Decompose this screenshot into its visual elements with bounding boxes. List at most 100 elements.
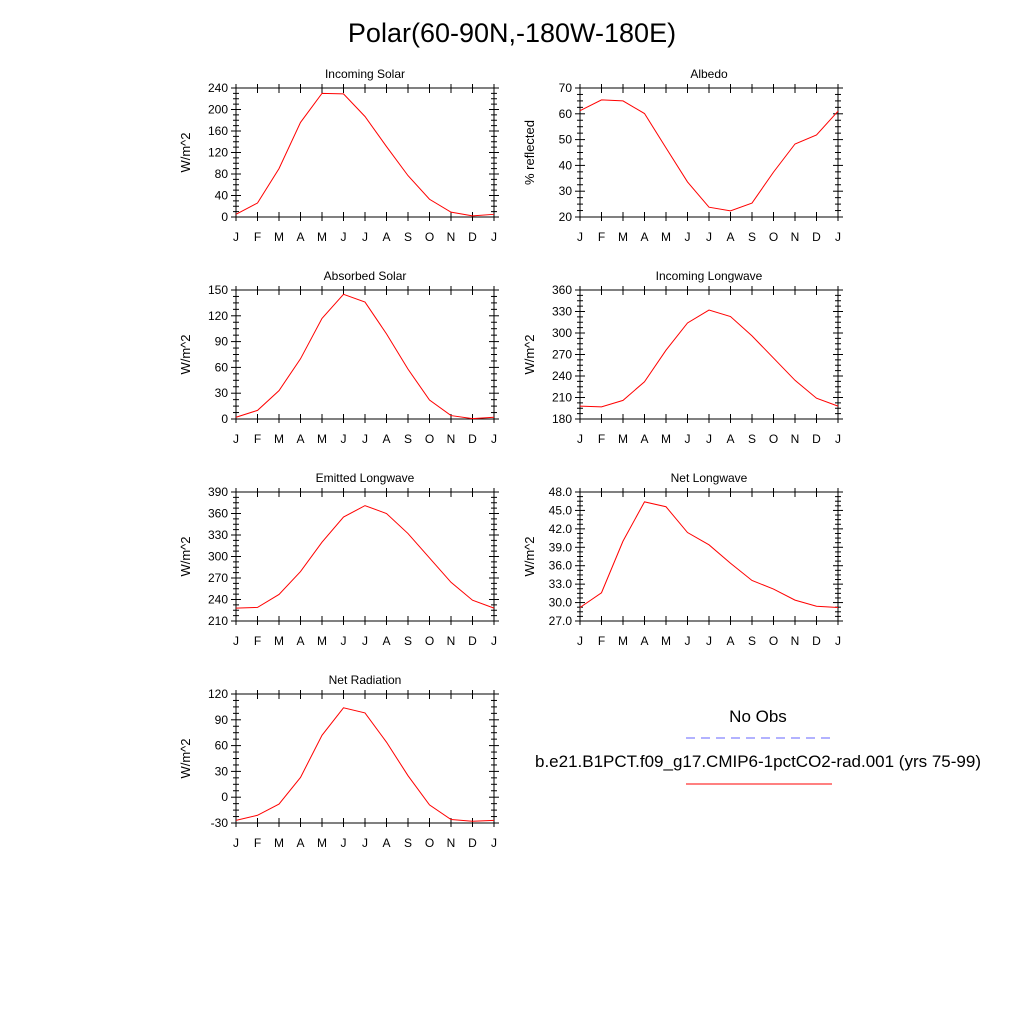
- panel-title: Albedo: [690, 67, 728, 81]
- y-tick-label: 30: [559, 184, 573, 198]
- y-tick-label: 180: [552, 412, 572, 426]
- panel-title: Incoming Longwave: [656, 269, 763, 283]
- series-line: [235, 707, 495, 822]
- x-tick-label: M: [317, 634, 327, 648]
- x-tick-label: J: [362, 634, 368, 648]
- x-tick-label: O: [769, 634, 778, 648]
- x-tick-label: D: [468, 836, 477, 850]
- legend: No Obs b.e21.B1PCT.f09_g17.CMIP6-1pctCO2…: [535, 707, 981, 785]
- y-tick-label: 42.0: [549, 522, 573, 536]
- y-tick-label: 90: [215, 713, 229, 727]
- y-axis-label: W/m^2: [522, 334, 537, 374]
- x-tick-label: J: [233, 634, 239, 648]
- x-tick-label: N: [447, 230, 456, 244]
- y-tick-label: 50: [559, 133, 573, 147]
- y-tick-label: 240: [208, 593, 228, 607]
- x-tick-label: D: [468, 230, 477, 244]
- series-line: [235, 92, 495, 217]
- x-tick-label: S: [404, 230, 412, 244]
- x-tick-label: F: [254, 836, 261, 850]
- x-tick-label: F: [598, 634, 605, 648]
- y-tick-label: 330: [208, 528, 228, 542]
- x-tick-label: D: [468, 432, 477, 446]
- y-tick-label: 45.0: [549, 503, 573, 517]
- y-tick-label: 160: [208, 124, 228, 138]
- x-tick-label: S: [404, 836, 412, 850]
- y-tick-label: 70: [559, 81, 573, 95]
- plot-frame: [579, 289, 839, 420]
- y-tick-label: 300: [208, 550, 228, 564]
- x-tick-label: A: [296, 836, 304, 850]
- y-tick-label: 40: [559, 158, 573, 172]
- x-tick-label: D: [468, 634, 477, 648]
- x-tick-label: A: [382, 836, 390, 850]
- x-tick-label: N: [791, 230, 800, 244]
- series-line: [579, 99, 839, 212]
- x-tick-label: J: [341, 230, 347, 244]
- x-tick-label: O: [769, 230, 778, 244]
- x-tick-label: J: [835, 634, 841, 648]
- x-tick-label: A: [296, 432, 304, 446]
- y-tick-label: 30.0: [549, 596, 573, 610]
- x-tick-label: A: [382, 432, 390, 446]
- x-tick-label: O: [769, 432, 778, 446]
- x-tick-label: A: [382, 634, 390, 648]
- x-tick-label: F: [254, 230, 261, 244]
- page-title: Polar(60-90N,-180W-180E): [347, 18, 677, 48]
- y-tick-label: 39.0: [549, 540, 573, 554]
- x-tick-label: J: [577, 432, 583, 446]
- series-line: [235, 505, 495, 609]
- y-axis-label: W/m^2: [178, 132, 193, 172]
- x-tick-label: J: [233, 230, 239, 244]
- x-tick-label: J: [491, 230, 497, 244]
- series-line: [579, 309, 839, 408]
- y-tick-label: 360: [552, 283, 572, 297]
- x-tick-label: M: [274, 836, 284, 850]
- x-tick-label: M: [618, 230, 628, 244]
- x-tick-label: J: [706, 432, 712, 446]
- y-axis-label: W/m^2: [178, 738, 193, 778]
- x-tick-label: O: [425, 432, 434, 446]
- x-tick-label: M: [274, 432, 284, 446]
- panel-title: Net Radiation: [329, 673, 402, 687]
- y-tick-label: 90: [215, 335, 229, 349]
- x-tick-label: M: [274, 230, 284, 244]
- x-tick-label: O: [425, 836, 434, 850]
- y-tick-label: 60: [559, 107, 573, 121]
- x-tick-label: J: [233, 432, 239, 446]
- y-tick-label: 27.0: [549, 614, 573, 628]
- y-tick-label: 0: [221, 412, 228, 426]
- y-tick-label: 210: [552, 391, 572, 405]
- y-tick-label: 270: [552, 348, 572, 362]
- y-tick-label: 240: [552, 369, 572, 383]
- x-tick-label: A: [726, 230, 734, 244]
- x-tick-label: J: [362, 836, 368, 850]
- x-tick-label: J: [362, 230, 368, 244]
- x-tick-label: M: [661, 634, 671, 648]
- y-axis-label: W/m^2: [178, 334, 193, 374]
- x-tick-label: F: [598, 230, 605, 244]
- x-tick-label: N: [447, 836, 456, 850]
- x-tick-label: A: [640, 634, 648, 648]
- x-tick-label: J: [685, 230, 691, 244]
- y-tick-label: 0: [221, 790, 228, 804]
- y-axis-label: W/m^2: [178, 536, 193, 576]
- x-tick-label: N: [791, 432, 800, 446]
- x-tick-label: M: [618, 634, 628, 648]
- x-tick-label: F: [598, 432, 605, 446]
- x-tick-label: N: [447, 634, 456, 648]
- x-tick-label: M: [274, 634, 284, 648]
- y-axis-label: % reflected: [522, 120, 537, 185]
- x-tick-label: A: [640, 230, 648, 244]
- y-tick-label: 60: [215, 360, 229, 374]
- y-tick-label: 0: [221, 210, 228, 224]
- x-tick-label: J: [491, 634, 497, 648]
- x-tick-label: A: [640, 432, 648, 446]
- x-tick-label: J: [233, 836, 239, 850]
